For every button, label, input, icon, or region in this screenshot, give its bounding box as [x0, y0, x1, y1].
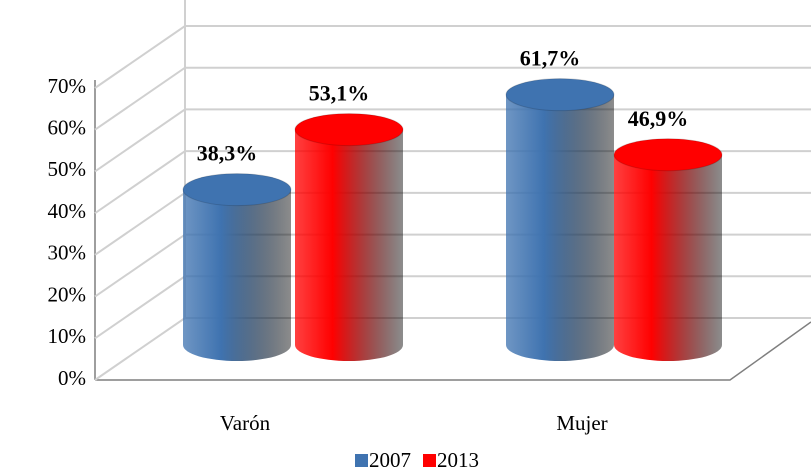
y-tick-label: 60%	[48, 116, 87, 140]
bar	[182, 173, 292, 361]
value-label: 53,1%	[309, 81, 370, 106]
value-label: 46,9%	[628, 106, 689, 131]
bar-body	[295, 129, 403, 361]
value-label: 61,7%	[520, 46, 581, 71]
x-tick-label: Varón	[220, 411, 271, 435]
grid-line	[94, 66, 811, 131]
legend-swatch	[423, 454, 436, 467]
bar-top	[505, 78, 615, 112]
bar-top	[182, 173, 292, 207]
bar-top	[613, 138, 723, 172]
legend-label: 2013	[437, 448, 479, 471]
bar-body	[614, 154, 722, 361]
grid-line	[94, 25, 811, 89]
bar	[294, 113, 404, 361]
y-tick-label: 70%	[48, 74, 87, 98]
y-tick-label: 30%	[48, 241, 87, 265]
y-tick-label: 10%	[48, 324, 87, 348]
bar	[613, 138, 723, 361]
y-tick-label: 0%	[58, 366, 86, 390]
value-label: 38,3%	[197, 141, 258, 166]
legend-swatch	[355, 454, 368, 467]
y-tick-label: 20%	[48, 282, 87, 306]
y-tick-label: 50%	[48, 157, 87, 181]
floor	[95, 321, 811, 381]
legend-label: 2007	[369, 448, 411, 471]
y-tick-label: 40%	[48, 199, 87, 223]
bar	[505, 78, 615, 361]
bar-body	[506, 94, 614, 361]
x-tick-label: Mujer	[556, 411, 607, 435]
bar-top	[294, 113, 404, 147]
bar-body	[183, 189, 291, 361]
